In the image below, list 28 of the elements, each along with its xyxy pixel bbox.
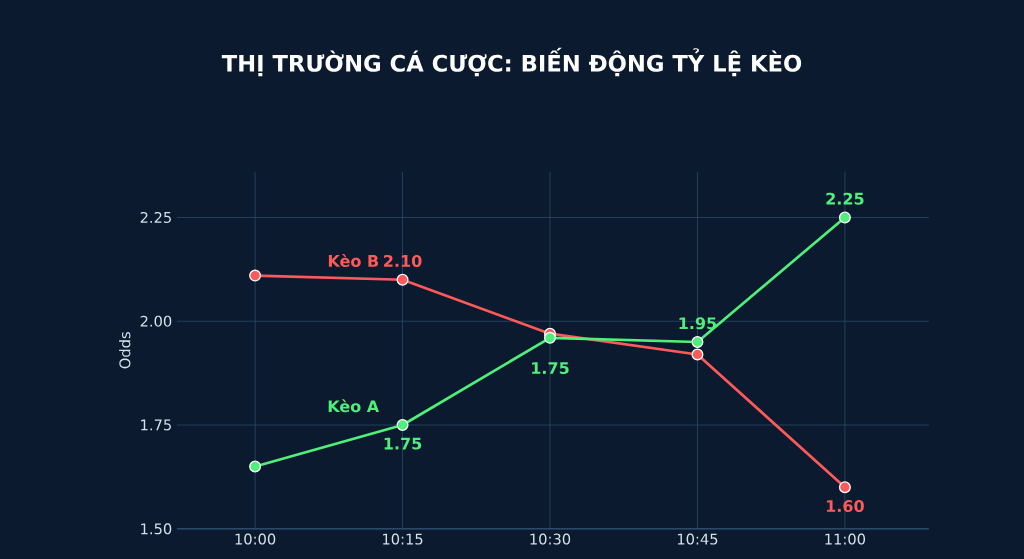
x-tick-label: 10:00 xyxy=(235,533,276,545)
x-tick-label: 10:15 xyxy=(383,533,423,545)
data-label: 2.25 xyxy=(826,192,864,205)
y-tick-label: 1.75 xyxy=(141,419,171,431)
y-axis-title: Odds xyxy=(119,332,131,369)
point xyxy=(543,331,556,344)
series-label: Kèo A xyxy=(328,399,380,413)
y-tick-label: 2.00 xyxy=(140,315,172,327)
series-label: Kèo B xyxy=(328,253,379,268)
x-tick-label: 10:30 xyxy=(530,533,571,545)
x-tick-label: 10:45 xyxy=(677,533,718,545)
x-tick-label: 11:00 xyxy=(825,533,866,545)
point xyxy=(249,460,262,473)
point xyxy=(396,419,409,432)
data-label: 1.95 xyxy=(679,317,717,330)
point xyxy=(249,269,262,282)
data-label: 2.10 xyxy=(384,254,422,268)
point xyxy=(691,335,704,348)
data-label: 1.60 xyxy=(826,499,864,513)
data-label: 1.75 xyxy=(384,437,422,450)
y-tick-label: 1.50 xyxy=(141,523,172,535)
point xyxy=(396,273,409,286)
point xyxy=(691,348,704,361)
y-tick-label: 2.25 xyxy=(140,211,171,224)
chart-title: THỊ TRƯỜNG CÁ CƯỢC: BIẾN ĐỘNG TỶ LỆ KÈO xyxy=(221,47,802,77)
annotation: 1.75 xyxy=(532,362,569,375)
point xyxy=(838,481,851,494)
point xyxy=(838,211,851,224)
